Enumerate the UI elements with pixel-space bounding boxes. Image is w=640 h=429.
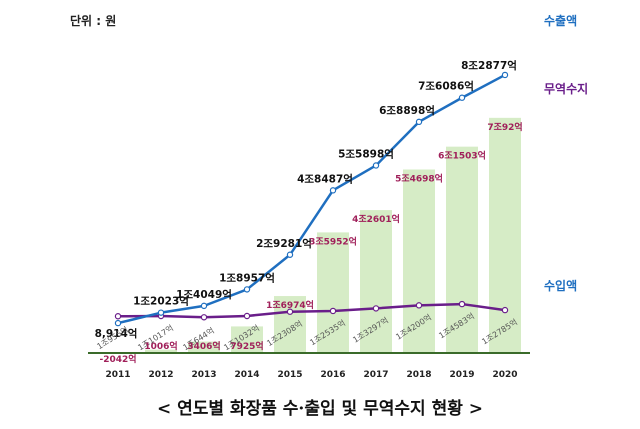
x-tick-label: 2017 (363, 370, 388, 380)
balance-data-label: 1006억 (144, 340, 177, 352)
x-tick-label: 2012 (148, 370, 173, 380)
legend-import: 수입액 (544, 279, 578, 293)
x-tick-label: 2020 (492, 370, 517, 380)
x-tick-label: 2015 (277, 370, 302, 380)
export-point (458, 94, 466, 101)
import-point (458, 300, 466, 308)
export-data-label: 5조5898억 (338, 148, 394, 160)
import-point (114, 313, 122, 320)
unit-label: 단위 : 원 (70, 14, 117, 28)
export-point (286, 251, 294, 258)
export-data-label: 8,914억 (95, 328, 138, 340)
import-point (415, 302, 423, 309)
import-point (243, 312, 251, 320)
export-point (329, 187, 337, 194)
export-point (501, 71, 509, 79)
balance-bar (231, 326, 263, 353)
import-point (372, 305, 380, 312)
x-tick-label: 2011 (105, 370, 130, 380)
balance-data-label: 4조2601억 (352, 213, 400, 225)
balance-bar (317, 232, 349, 353)
export-point (114, 319, 122, 327)
import-line (117, 302, 506, 319)
balance-data-label: 7925억 (230, 340, 263, 352)
export-data-label: 1조8957억 (219, 272, 275, 284)
balance-data-label: 1조6974억 (266, 299, 314, 311)
balance-bar (403, 169, 435, 353)
legend-balance: 무역수지 (544, 82, 589, 96)
x-tick-label: 2019 (449, 370, 474, 380)
export-line (117, 73, 506, 325)
balance-bar (360, 210, 392, 353)
export-data-label: 1조2023억 (133, 296, 189, 308)
x-tick-label: 2016 (320, 370, 345, 380)
x-tick-label: 2014 (234, 370, 259, 380)
balance-data-label: -2042억 (99, 353, 136, 365)
balance-bar (145, 349, 177, 353)
balance-data-label: 6조1503억 (438, 150, 486, 162)
balance-bar (489, 117, 521, 353)
import-point (286, 308, 294, 315)
chart-caption: < 연도별 화장품 수·출입 및 무역수지 현황 > (156, 399, 484, 419)
balance-data-label: 3406억 (187, 340, 220, 352)
balance-data-label: 3조5952억 (309, 235, 357, 247)
export-data-label: 7조6086억 (418, 81, 474, 93)
balance-data-label: 5조4698억 (395, 172, 443, 184)
export-point (415, 118, 423, 126)
x-tick-label: 2018 (406, 370, 431, 380)
legend-export: 수출액 (544, 14, 578, 28)
balance-bar (446, 146, 478, 353)
balance-data-label: 7조92억 (487, 121, 522, 133)
import-point (501, 306, 509, 314)
balance-bar (274, 296, 306, 353)
import-point (200, 314, 208, 321)
export-point (372, 162, 380, 169)
export-data-label: 2조9281억 (256, 238, 312, 250)
import-point (329, 307, 337, 315)
export-data-label: 6조8898억 (379, 105, 435, 117)
export-point (157, 309, 165, 316)
export-data-label: 1조4049억 (176, 289, 232, 301)
balance-bar (188, 341, 220, 353)
export-point (243, 286, 251, 293)
export-data-label: 8조2877억 (461, 60, 517, 72)
export-data-label: 4조8487억 (297, 173, 353, 185)
export-point (200, 302, 208, 310)
x-tick-label: 2013 (191, 370, 216, 380)
